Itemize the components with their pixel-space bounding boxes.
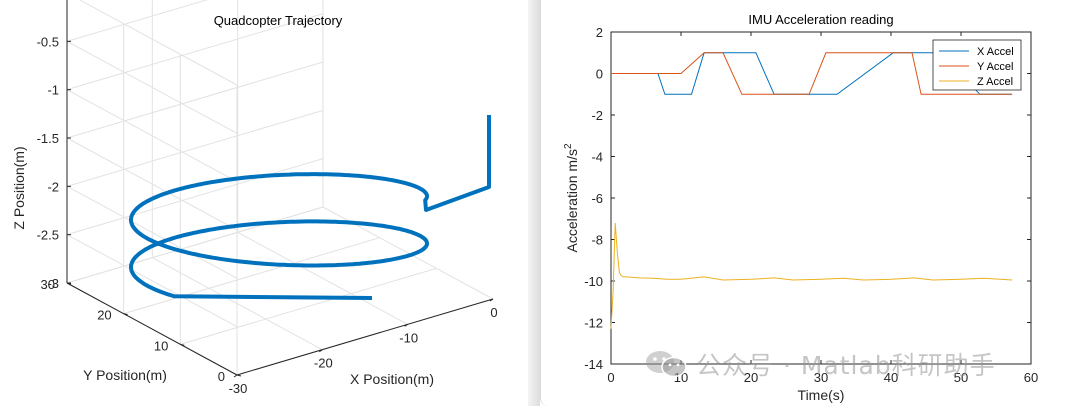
imu-figure: IMU Acceleration reading 0 10 20 30 40 50 60 2 0-… — [540, 0, 1080, 406]
grid-lines — [66, 0, 494, 376]
x-tick-label: -10 — [399, 330, 418, 345]
legend-label: Z Accel — [977, 76, 1013, 88]
x-tick-label: -20 — [314, 356, 333, 371]
figure-divider — [528, 0, 540, 406]
y-tick-label: 20 — [97, 308, 111, 323]
x-tick-label: 0 — [490, 305, 497, 320]
floor-grid-y — [123, 237, 380, 315]
x-tick — [233, 374, 238, 378]
trajectory-plot: -30 -20 -10 0 0 10 20 30 0 -0.5 -1 -1.5 -2 -2.5 -3 Quad… — [11, 0, 498, 396]
z-tick-label: 0 — [52, 0, 59, 1]
x-tick-label: 50 — [954, 370, 968, 385]
axes: -30 -20 -10 0 0 10 20 30 0 -0.5 -1 -1.5 -2 -2.5 -3 — [37, 0, 498, 396]
y-axis-label: Acceleration m/s2 — [563, 143, 580, 252]
legend-label: Y Accel — [977, 61, 1014, 73]
watermark: 公众号 · Matlab科研助手 — [644, 346, 1064, 382]
y-tick-label: 0 — [596, 67, 603, 82]
x-tick-label: -30 — [229, 381, 248, 396]
x-tick — [489, 298, 494, 302]
y-tick-label: -8 — [591, 233, 603, 248]
legend-box — [932, 39, 1022, 91]
y-tick-label: -10 — [584, 274, 603, 289]
x-tick-label: 30 — [814, 370, 828, 385]
backwall-grid-z — [66, 61, 324, 139]
x-tick-label: 20 — [744, 370, 758, 385]
z-axis-label: Z Position(m) — [11, 146, 27, 229]
backwall-grid-z — [66, 13, 324, 91]
series-line-y-accel — [611, 52, 1013, 95]
y-tick-label: 2 — [596, 25, 603, 40]
x-axis-label: Time(s) — [798, 387, 845, 403]
y-tick-label: -12 — [584, 316, 603, 331]
y-axis-line — [66, 282, 238, 376]
y-tick-label: -2 — [591, 108, 603, 123]
y-axis-label: Y Position(m) — [83, 367, 167, 383]
x-tick-label: 0 — [607, 370, 614, 385]
legend: X Accel Y Accel Z Accel — [932, 39, 1022, 91]
trajectory-figure: -30 -20 -10 0 0 10 20 30 0 -0.5 -1 -1.5 -2 -2.5 -3 Quad… — [0, 0, 528, 406]
chart-title: Quadcopter Trajectory — [214, 13, 343, 28]
floor-grid-y — [180, 267, 437, 345]
z-tick-label: -3 — [47, 276, 59, 291]
y-tick — [236, 374, 242, 377]
sidewall-grid-z — [78, 0, 238, 86]
y-tick-label: 0 — [218, 369, 225, 384]
backwall-grid-z — [66, 206, 324, 284]
z-tick-label: -2 — [47, 179, 59, 194]
sidewall-grid-z — [66, 185, 238, 279]
x-tick — [319, 349, 323, 353]
watermark-text: 公众号 · Matlab科研助手 — [696, 351, 996, 380]
x-tick — [404, 323, 408, 327]
y-tick-label: -4 — [591, 150, 603, 165]
sidewall-grid-z — [66, 234, 238, 328]
z-tick-label: -0.5 — [37, 34, 59, 49]
y-tick-label: 30 — [41, 277, 55, 292]
wechat-icon — [644, 349, 688, 379]
x-tick-label: 60 — [1024, 370, 1038, 385]
y-tick — [123, 313, 128, 316]
y-tick — [180, 343, 185, 346]
floor-grid-x — [237, 231, 408, 325]
z-tick-label: -1.5 — [37, 131, 59, 146]
backwall-grid-z — [66, 0, 208, 42]
y-tick-label: 10 — [154, 338, 168, 353]
sidewall-grid-z — [66, 137, 238, 231]
y-tick-label: -6 — [591, 191, 603, 206]
trajectory-line — [129, 115, 491, 300]
x-axis-line — [236, 298, 494, 376]
sidewall-grid-z — [66, 89, 238, 183]
z-tick-label: -1 — [47, 83, 59, 98]
series-line-z-accel — [610, 222, 1013, 329]
backwall-grid-z — [66, 158, 324, 236]
backwall-grid-z — [66, 109, 324, 187]
x-tick-label: 40 — [884, 370, 898, 385]
x-axis-label: X Position(m) — [350, 371, 434, 387]
chart-title: IMU Acceleration reading — [748, 12, 893, 27]
y-tick-label: -14 — [584, 357, 603, 372]
sidewall-grid-z — [66, 40, 238, 134]
z-tick-label: -2.5 — [37, 228, 59, 243]
legend-label: X Accel — [977, 46, 1014, 58]
